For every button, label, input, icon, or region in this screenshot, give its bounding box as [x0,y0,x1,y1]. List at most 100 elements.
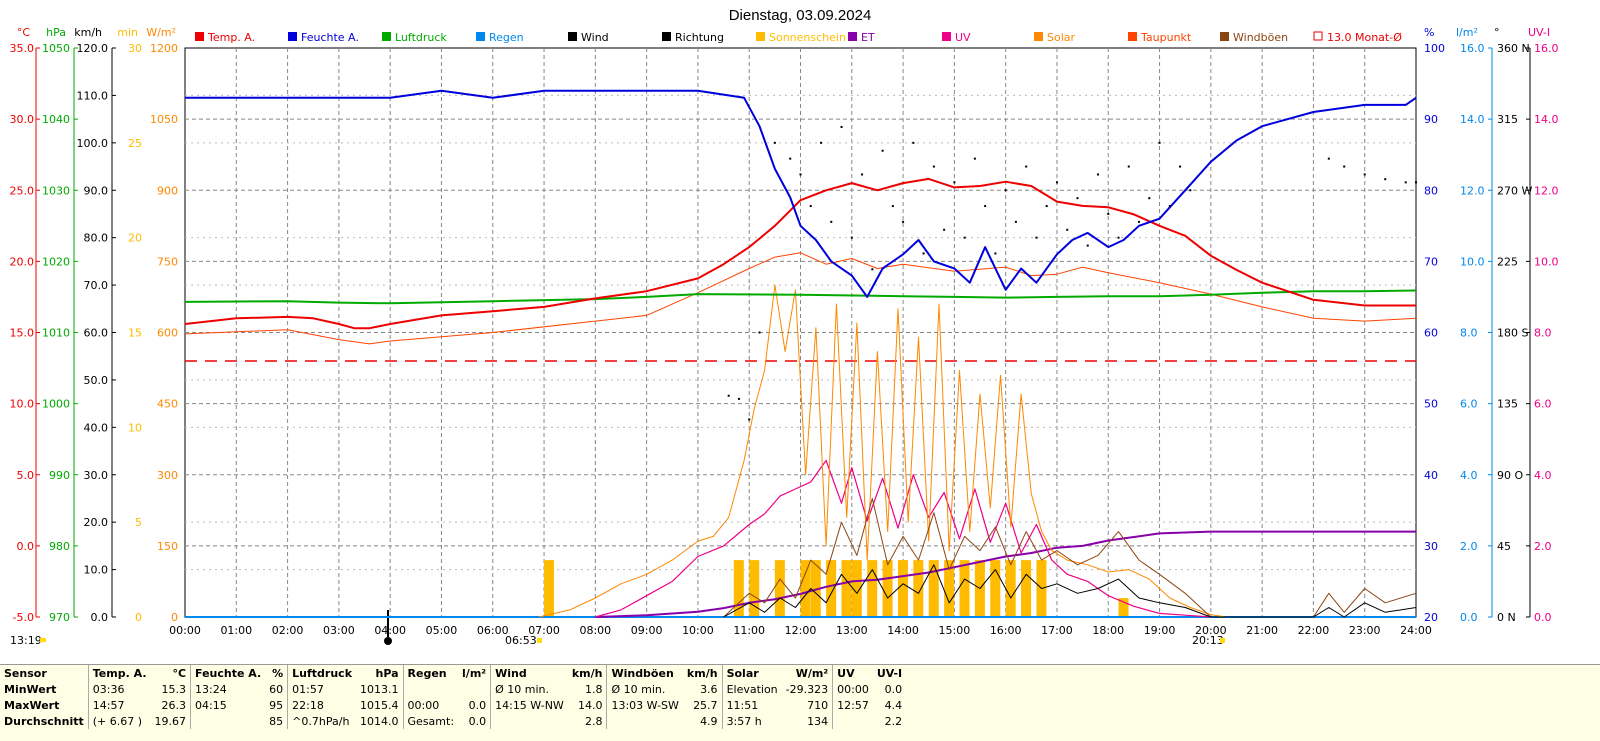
legend-swatch [1128,32,1137,41]
rain-axis-tick: 10.0 [1460,255,1485,268]
stats-cell [832,713,873,729]
legend-swatch [942,32,951,41]
direction-point [1117,236,1120,239]
stats-panel: Sensor Temp. A. °C Feuchte A.% Luftdruck hPa R… [0,664,1600,741]
legend-label: Regen [489,31,524,44]
direction-point [1055,181,1058,184]
stats-cell: 19.67 [154,714,187,728]
stats-cell: ^0.7hPa/h [287,713,357,729]
sunshine-axis-tick: 20 [128,232,142,245]
direction-point [902,220,905,223]
uvi-axis-tick: 2.0 [1534,540,1552,553]
wind-axis-tick: 90.0 [84,184,109,197]
uvi-axis-tick: 12.0 [1534,184,1559,197]
stats-row-label: Durchschnitt [4,714,84,728]
solar-axis-tick: 600 [157,327,178,340]
direction-axis-tick: 270 W [1497,184,1532,197]
x-tick: 15:00 [939,624,971,637]
direction-point [1107,212,1110,215]
chart-title: Dienstag, 03.09.2024 [729,7,872,24]
legend-swatch [195,32,204,41]
legend-label: Luftdruck [395,31,447,44]
direction-point [1076,197,1079,200]
uvi-axis-tick: 16.0 [1534,42,1559,55]
rain-axis-tick: 12.0 [1460,184,1485,197]
legend-swatch [662,32,671,41]
pressure-axis-tick: 990 [49,469,70,482]
uvi-axis-tick: 6.0 [1534,398,1552,411]
stats-cell [490,713,568,729]
stats-cell: 22:18 [287,697,357,713]
pressure-line [184,289,1417,305]
direction-point [840,126,843,129]
stats-cell: % [272,666,284,680]
x-tick: 20:00 [1195,624,1227,637]
moon-phase-icon [384,637,392,645]
sunshine-axis-tick: 5 [135,516,142,529]
stats-cell [190,713,266,729]
direction-point [953,181,956,184]
stats-cell: 60 [269,682,284,696]
stats-cell: 2.2 [884,714,903,728]
rain-axis-tick: 0.0 [1460,611,1478,624]
stats-cell: 0.0 [468,714,487,728]
rain-axis-tick: 16.0 [1460,42,1485,55]
stats-cell: 26.3 [161,698,187,712]
sunrise-time: 06:53 [505,634,537,647]
temp-axis-tick: -5.0 [13,611,34,624]
x-tick: 19:00 [1144,624,1176,637]
pressure-axis-tick: 1030 [42,184,70,197]
x-tick: 03:00 [323,624,355,637]
uvi-axis-tick: 4.0 [1534,469,1552,482]
stats-cell: 1015.4 [360,698,399,712]
direction-point [891,205,894,208]
stats-cell: 11:51 [721,697,782,713]
stats-cell: UV [832,665,873,681]
legend-swatch [848,32,857,41]
legend-label: ET [861,31,875,44]
direction-point [881,149,884,152]
legend-swatch [756,32,765,41]
temp-unit: °C [17,26,31,39]
temperature-line [184,177,1416,330]
wind-axis-tick: 110.0 [77,89,109,102]
temp-axis-tick: 5.0 [17,469,35,482]
humidity-axis-tick: 90 [1424,113,1438,126]
x-tick: 23:00 [1349,624,1381,637]
direction-point [850,236,853,239]
x-tick: 14:00 [887,624,919,637]
uvi-axis-tick: 0.0 [1534,611,1552,624]
legend-swatch [1313,31,1323,41]
sunshine-bar [897,560,908,617]
uvi-axis-tick: 10.0 [1534,255,1559,268]
legend-label: Taupunkt [1140,31,1192,44]
direction-point [932,165,935,168]
direction-point [963,236,966,239]
humidity-unit: % [1424,26,1434,39]
x-tick: 00:00 [169,624,201,637]
x-tick: 04:00 [374,624,406,637]
solar-line [538,284,1227,618]
stats-cell: Solar [721,665,782,681]
stats-cell: 25.7 [693,698,718,712]
dewpoint-line [184,252,1417,345]
direction-point [871,268,874,271]
pressure-axis-tick: 1050 [42,42,70,55]
stats-row-label: Sensor [4,666,47,680]
sunshine-axis-tick: 30 [128,42,142,55]
stats-cell: 14:15 W-NW [490,697,568,713]
legend-swatch [1220,32,1229,41]
pressure-axis-tick: 1000 [42,398,70,411]
stats-cell: 3:57 h [721,713,782,729]
stats-cell: 0.0 [468,698,487,712]
sunshine-bar [990,560,1001,617]
x-tick: 11:00 [733,624,765,637]
wind-axis-tick: 10.0 [84,564,109,577]
wind-axis-tick: 40.0 [84,421,109,434]
humidity-axis-tick: 40 [1424,469,1438,482]
stats-cell: 710 [807,698,829,712]
solar-axis-tick: 300 [157,469,178,482]
direction-point [789,157,792,160]
stats-cell: 1.8 [584,682,603,696]
direction-point [1014,220,1017,223]
